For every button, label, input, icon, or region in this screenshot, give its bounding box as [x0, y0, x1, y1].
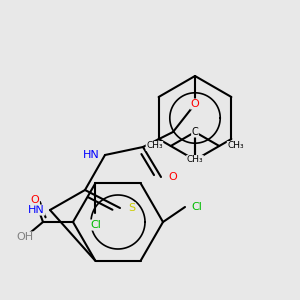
Text: Cl: Cl	[192, 202, 203, 212]
Text: CH₃: CH₃	[146, 142, 163, 151]
Text: S: S	[128, 203, 136, 213]
Text: C: C	[192, 127, 198, 137]
Text: Cl: Cl	[90, 220, 101, 230]
Text: OH: OH	[16, 232, 34, 242]
Text: O: O	[169, 172, 177, 182]
Text: HN: HN	[28, 205, 45, 215]
Text: O: O	[190, 99, 200, 109]
Text: HN: HN	[83, 150, 100, 160]
Text: CH₃: CH₃	[227, 142, 244, 151]
Text: O: O	[31, 195, 39, 205]
Text: CH₃: CH₃	[187, 155, 203, 164]
